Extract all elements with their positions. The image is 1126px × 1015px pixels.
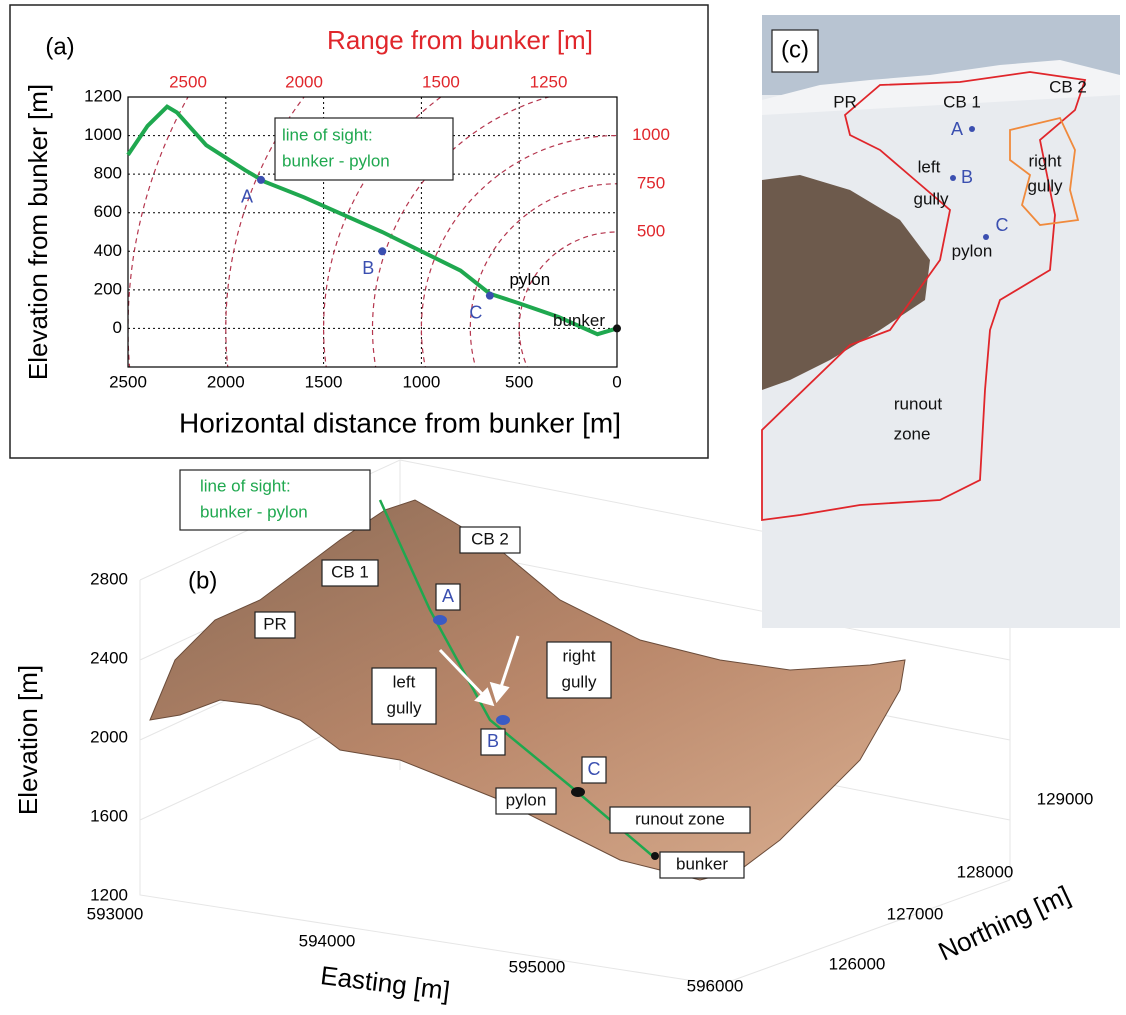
y-tick-label: 600 <box>94 202 122 221</box>
place-label: CB 2 <box>1049 77 1087 96</box>
place-label: PR <box>833 92 857 111</box>
panel-label: (c) <box>781 36 809 63</box>
place-label: C <box>588 759 601 779</box>
place-label: CB 2 <box>471 529 509 548</box>
point-marker <box>486 292 494 300</box>
tick-label: 126000 <box>829 954 886 973</box>
place-label: A <box>951 119 963 139</box>
axis-label: Elevation [m] <box>13 665 43 815</box>
place-label: B <box>961 167 973 187</box>
place-label: pylon <box>506 790 547 809</box>
axis-label: Northing [m] <box>934 880 1075 967</box>
range-tick-label: 750 <box>637 173 665 192</box>
point-label: A <box>241 187 253 207</box>
tick-label: 1600 <box>90 806 128 825</box>
place-label: left <box>393 672 416 691</box>
panel-label: (a) <box>45 33 74 60</box>
point-marker <box>378 247 386 255</box>
y-tick-label: 1000 <box>84 125 122 144</box>
panel-label: (b) <box>188 567 217 594</box>
point-marker <box>257 176 265 184</box>
y-tick-label: 1200 <box>84 86 122 105</box>
point-label: bunker <box>553 311 605 330</box>
place-label: gully <box>387 698 422 717</box>
y-tick-label: 0 <box>113 318 122 337</box>
place-label: left <box>918 157 941 176</box>
top-axis-label: Range from bunker [m] <box>327 25 593 55</box>
tick-label: 2800 <box>90 569 128 588</box>
place-label: gully <box>914 189 949 208</box>
tick-label: 595000 <box>509 957 566 976</box>
place-label: gully <box>1028 176 1063 195</box>
point-marker <box>613 324 621 332</box>
place-label: PR <box>263 614 287 633</box>
point-label: B <box>362 258 374 278</box>
tick-label: 2000 <box>90 727 128 746</box>
range-tick-label: 1000 <box>632 125 670 144</box>
place-label: right <box>1028 151 1061 170</box>
tick-label: 2400 <box>90 648 128 667</box>
figure: 2500 2000 1500 1000 500 0 0 200 400 600 800 1000 120… <box>0 0 1126 1010</box>
x-tick-label: 500 <box>505 372 533 391</box>
tick-label: 596000 <box>687 976 744 995</box>
tick-label: 127000 <box>887 904 944 923</box>
x-tick-label: 2000 <box>207 372 245 391</box>
range-tick-label: 2000 <box>285 72 323 91</box>
x-tick-label: 2500 <box>109 372 147 391</box>
y-tick-label: 400 <box>94 241 122 260</box>
range-tick-label: 500 <box>637 221 665 240</box>
place-label: runout zone <box>635 809 725 828</box>
tick-label: 1200 <box>90 885 128 904</box>
point-label: C <box>469 302 482 322</box>
place-label: B <box>487 731 499 751</box>
y-axis-label: Elevation from bunker [m] <box>23 84 53 380</box>
tick-label: 594000 <box>299 931 356 950</box>
panel-c: (c) PR CB 1 CB 2 A left gully B right gu… <box>762 15 1120 628</box>
y-tick-label: 800 <box>94 164 122 183</box>
range-tick-label: 2500 <box>169 72 207 91</box>
place-label: C <box>996 215 1009 235</box>
x-tick-label: 1000 <box>402 372 440 391</box>
z-ticks: 2800 2400 2000 1600 1200 <box>90 569 128 904</box>
place-label: bunker <box>676 854 728 873</box>
legend-text: bunker - pylon <box>200 502 308 521</box>
legend-text: bunker - pylon <box>282 151 390 170</box>
place-label: gully <box>562 672 597 691</box>
place-label: CB 1 <box>331 562 369 581</box>
pylon-label: pylon <box>510 270 551 289</box>
place-label: pylon <box>952 241 993 260</box>
place-label: zone <box>894 424 931 443</box>
tick-label: 593000 <box>87 904 144 923</box>
range-tick-label: 1500 <box>422 72 460 91</box>
x-tick-label: 0 <box>612 372 621 391</box>
x-tick-label: 1500 <box>305 372 343 391</box>
place-label: right <box>562 646 595 665</box>
place-label: CB 1 <box>943 92 981 111</box>
place-label: runout <box>894 394 942 413</box>
tick-label: 128000 <box>957 862 1014 881</box>
legend-text: line of sight: <box>282 125 373 144</box>
tick-label: 129000 <box>1037 789 1094 808</box>
axis-label: Easting [m] <box>319 960 452 1006</box>
place-label: A <box>442 586 454 606</box>
x-axis-label: Horizontal distance from bunker [m] <box>179 407 621 438</box>
range-tick-label: 1250 <box>530 72 568 91</box>
legend-text: line of sight: <box>200 476 291 495</box>
y-tick-label: 200 <box>94 279 122 298</box>
